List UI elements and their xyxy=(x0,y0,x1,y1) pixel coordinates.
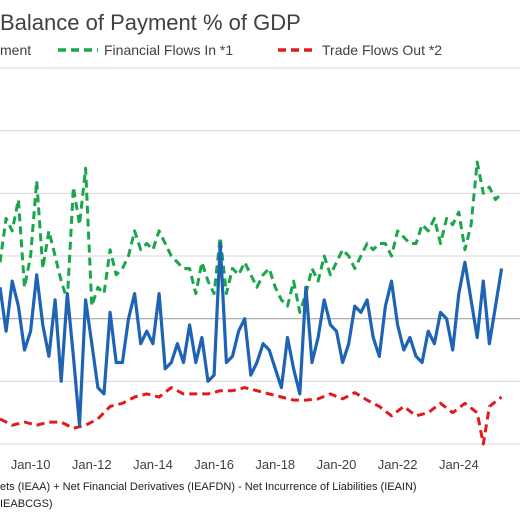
series-line-2 xyxy=(0,241,504,427)
footnote-line-2: IEABCGS) xyxy=(0,498,53,510)
chart-title: Balance of Payment % of GDP xyxy=(0,10,301,35)
x-tick-label: Jan-22 xyxy=(378,457,418,472)
x-axis-ticks: Jan-10 Jan-12 Jan-14 Jan-16 Jan-18 Jan-20 Jan-… xyxy=(11,457,479,472)
legend-item-financial: Financial Flows In *1 xyxy=(104,42,233,58)
x-tick-label: Jan-14 xyxy=(133,457,173,472)
footnote-line-1: ets (IEAA) + Net Financial Derivatives (… xyxy=(0,481,417,493)
series-lines xyxy=(0,160,504,446)
x-tick-label: Jan-10 xyxy=(11,457,51,472)
x-tick-label: Jan-18 xyxy=(255,457,295,472)
legend-item-trade: Trade Flows Out *2 xyxy=(322,42,442,58)
x-tick-label: Jan-20 xyxy=(317,457,357,472)
x-tick-label: Jan-24 xyxy=(439,457,479,472)
series-line-0 xyxy=(0,160,503,314)
legend: ment Financial Flows In *1 Trade Flows O… xyxy=(0,42,442,58)
x-tick-label: Jan-12 xyxy=(72,457,112,472)
gridlines xyxy=(0,67,520,445)
legend-item-blue-partial: ment xyxy=(0,42,31,58)
x-tick-label: Jan-16 xyxy=(194,457,234,472)
series-line-1 xyxy=(0,386,503,446)
